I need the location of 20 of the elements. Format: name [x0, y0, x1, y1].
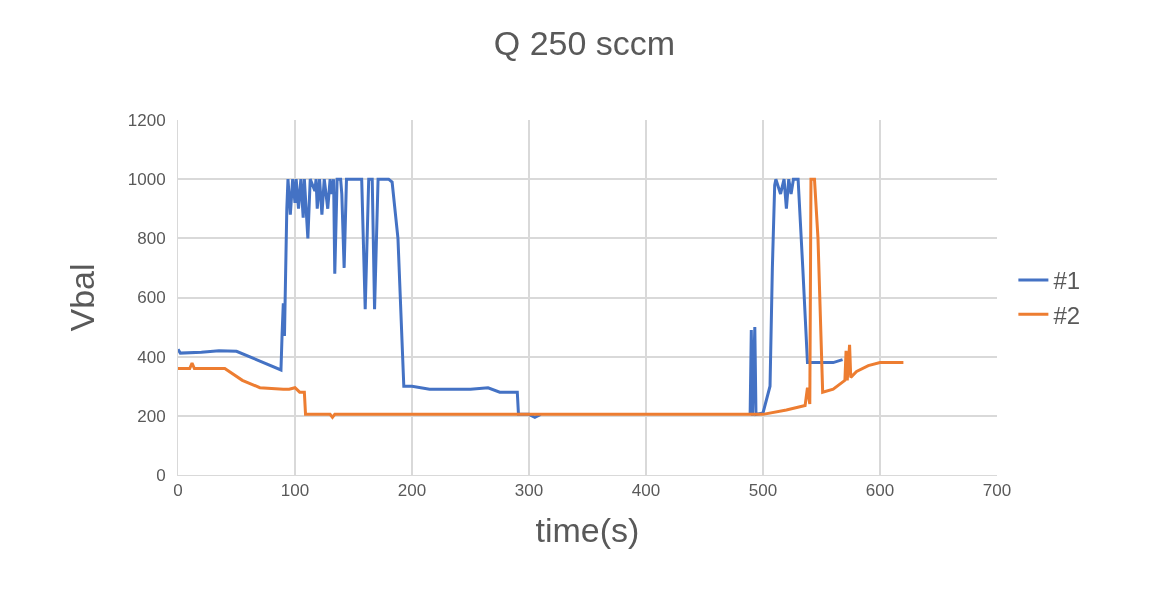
- legend-label: #2: [1053, 301, 1081, 329]
- y-tick-label: 0: [156, 465, 166, 485]
- y-tick-label: 600: [137, 288, 166, 308]
- y-tick-label: 1000: [127, 170, 166, 190]
- x-tick-label: 400: [631, 481, 661, 501]
- x-tick-label: 200: [397, 481, 427, 501]
- x-tick-label: 0: [173, 481, 183, 501]
- chart-title: Q 250 sccm: [493, 23, 676, 62]
- y-tick-label: 800: [137, 229, 166, 249]
- x-tick-label: 600: [865, 481, 895, 501]
- x-tick-label: 100: [280, 481, 310, 501]
- y-axis-title: Vbal: [63, 263, 102, 332]
- x-tick-label: 700: [982, 481, 1012, 501]
- y-tick-label: 200: [137, 406, 166, 426]
- y-tick-label: 400: [137, 347, 166, 367]
- y-tick-label: 1200: [127, 110, 166, 130]
- legend-label: #1: [1053, 267, 1081, 295]
- x-tick-label: 500: [748, 481, 778, 501]
- x-tick-label: 300: [514, 481, 544, 501]
- x-axis-title: time(s): [535, 510, 640, 549]
